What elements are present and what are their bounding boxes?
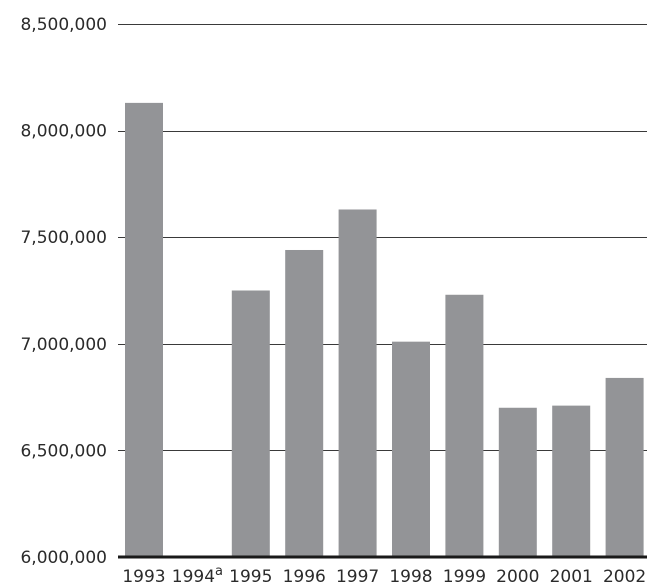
x-tick-labels: 1993 1994a 1995 1996 1997 1998 1999 2000 2001 200… <box>122 564 646 587</box>
x-tick-label: 2000 <box>496 567 539 587</box>
x-tick-label: 1995 <box>229 567 272 587</box>
x-tick-label: 1997 <box>336 567 379 587</box>
x-tick-label: 1994a <box>172 564 223 587</box>
bar <box>285 249 324 557</box>
x-tick-label: 1999 <box>443 567 486 587</box>
bar <box>392 341 430 557</box>
bar <box>445 294 484 557</box>
gridlines <box>118 24 647 451</box>
y-tick-label: 7,000,000 <box>20 335 107 355</box>
y-tick-label: 6,500,000 <box>20 441 107 461</box>
x-tick-footnote: a <box>215 564 223 579</box>
y-tick-label: 6,000,000 <box>20 548 107 568</box>
x-tick-label: 1996 <box>283 567 326 587</box>
bar <box>231 290 270 557</box>
bar <box>552 405 591 557</box>
bar <box>605 377 644 557</box>
bar <box>498 407 537 557</box>
bar <box>125 102 163 557</box>
x-tick-label: 2002 <box>603 567 646 587</box>
x-tick-label: 1998 <box>389 567 432 587</box>
y-tick-labels: 6,000,000 6,500,000 7,000,000 7,500,000 8,00… <box>20 15 107 568</box>
y-tick-label: 8,500,000 <box>20 15 107 35</box>
y-tick-label: 7,500,000 <box>20 228 107 248</box>
bars <box>125 102 644 557</box>
y-tick-label: 8,000,000 <box>20 122 107 142</box>
x-tick-label: 1993 <box>122 567 165 587</box>
bar <box>338 209 377 557</box>
x-tick-label: 2001 <box>550 567 593 587</box>
